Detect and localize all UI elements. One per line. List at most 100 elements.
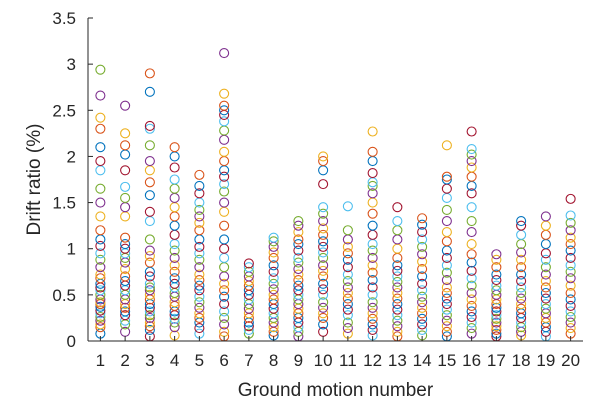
data-point xyxy=(293,245,304,256)
data-point xyxy=(441,267,452,278)
data-point xyxy=(95,322,106,333)
y-tick-label: 0 xyxy=(67,332,76,351)
data-point xyxy=(219,291,230,302)
data-point xyxy=(516,239,527,250)
data-point xyxy=(120,239,131,250)
data-point xyxy=(144,206,155,217)
y-tick-label: 2 xyxy=(67,147,76,166)
data-point xyxy=(219,165,230,176)
data-point xyxy=(169,322,180,333)
x-tick-label: 8 xyxy=(269,351,278,370)
data-point xyxy=(441,275,452,286)
data-point xyxy=(466,317,477,328)
data-point xyxy=(342,287,353,299)
x-axis-title: Ground motion number xyxy=(238,380,434,401)
data-point xyxy=(243,262,254,273)
data-point xyxy=(540,254,551,265)
data-point xyxy=(392,315,403,326)
data-point xyxy=(417,256,428,267)
data-point xyxy=(169,211,180,222)
data-point xyxy=(565,266,576,277)
data-point xyxy=(219,186,230,197)
data-point xyxy=(219,88,230,99)
data-point xyxy=(318,208,329,219)
data-point xyxy=(169,313,180,324)
data-point xyxy=(144,312,155,323)
x-tick-label: 6 xyxy=(219,351,228,370)
data-point xyxy=(120,128,131,139)
data-point xyxy=(441,192,452,204)
data-point xyxy=(144,306,155,317)
data-point xyxy=(95,234,106,245)
data-point xyxy=(392,215,403,227)
data-point xyxy=(417,213,428,224)
data-point xyxy=(194,204,205,216)
data-point xyxy=(169,174,180,185)
data-point xyxy=(169,220,180,231)
data-point xyxy=(516,215,527,227)
data-point xyxy=(219,146,230,157)
data-point xyxy=(169,162,180,173)
data-point xyxy=(466,149,477,160)
data-point xyxy=(392,260,403,271)
data-point xyxy=(144,289,155,300)
data-point xyxy=(194,285,205,296)
data-point xyxy=(342,248,353,259)
data-point xyxy=(417,324,428,335)
data-point xyxy=(466,280,477,291)
data-point xyxy=(95,301,106,312)
data-point xyxy=(318,297,329,308)
data-point xyxy=(219,319,230,330)
data-point xyxy=(491,324,502,335)
data-point xyxy=(540,262,551,273)
data-point xyxy=(144,271,155,282)
data-point xyxy=(169,245,180,256)
data-point xyxy=(318,289,329,300)
data-point xyxy=(169,260,180,271)
data-point xyxy=(293,269,304,280)
data-point xyxy=(318,236,329,247)
data-point xyxy=(367,313,378,324)
data-point xyxy=(540,299,551,310)
data-point xyxy=(169,252,180,263)
data-point xyxy=(144,140,155,151)
data-point xyxy=(268,278,279,289)
data-point xyxy=(516,254,527,265)
data-point xyxy=(392,293,403,304)
data-point xyxy=(194,302,205,313)
data-point xyxy=(144,123,155,134)
data-point xyxy=(417,278,428,289)
data-point xyxy=(95,240,106,251)
data-point xyxy=(441,310,452,321)
x-tick-label: 10 xyxy=(314,351,333,370)
data-point xyxy=(367,126,378,137)
data-point xyxy=(540,229,551,240)
x-tick-label: 17 xyxy=(487,351,506,370)
data-point xyxy=(367,275,378,286)
data-point xyxy=(268,252,279,263)
data-point xyxy=(95,311,106,323)
data-point xyxy=(144,68,155,79)
data-point xyxy=(565,323,576,334)
data-point xyxy=(441,140,452,151)
data-point xyxy=(417,302,428,313)
x-tick-label: 12 xyxy=(363,351,382,370)
x-axis-ticks: 1 2 3 4 5 6 7 8 9 10 11 12 13 14 15 16 17 18 19 20 xyxy=(96,336,580,370)
data-point xyxy=(441,321,452,332)
data-point xyxy=(293,227,304,238)
data-point xyxy=(516,303,527,314)
data-point xyxy=(466,143,477,155)
data-point xyxy=(169,273,180,284)
data-point xyxy=(144,282,155,293)
data-point xyxy=(565,239,576,250)
data-point xyxy=(219,243,230,254)
data-point xyxy=(95,165,106,176)
y-tick-label: 1.5 xyxy=(52,194,76,213)
data-point xyxy=(219,171,230,182)
data-point xyxy=(491,306,502,317)
data-point xyxy=(466,294,477,305)
data-point xyxy=(144,177,155,188)
data-point xyxy=(516,220,527,231)
data-point xyxy=(120,192,131,204)
data-point xyxy=(144,317,155,328)
